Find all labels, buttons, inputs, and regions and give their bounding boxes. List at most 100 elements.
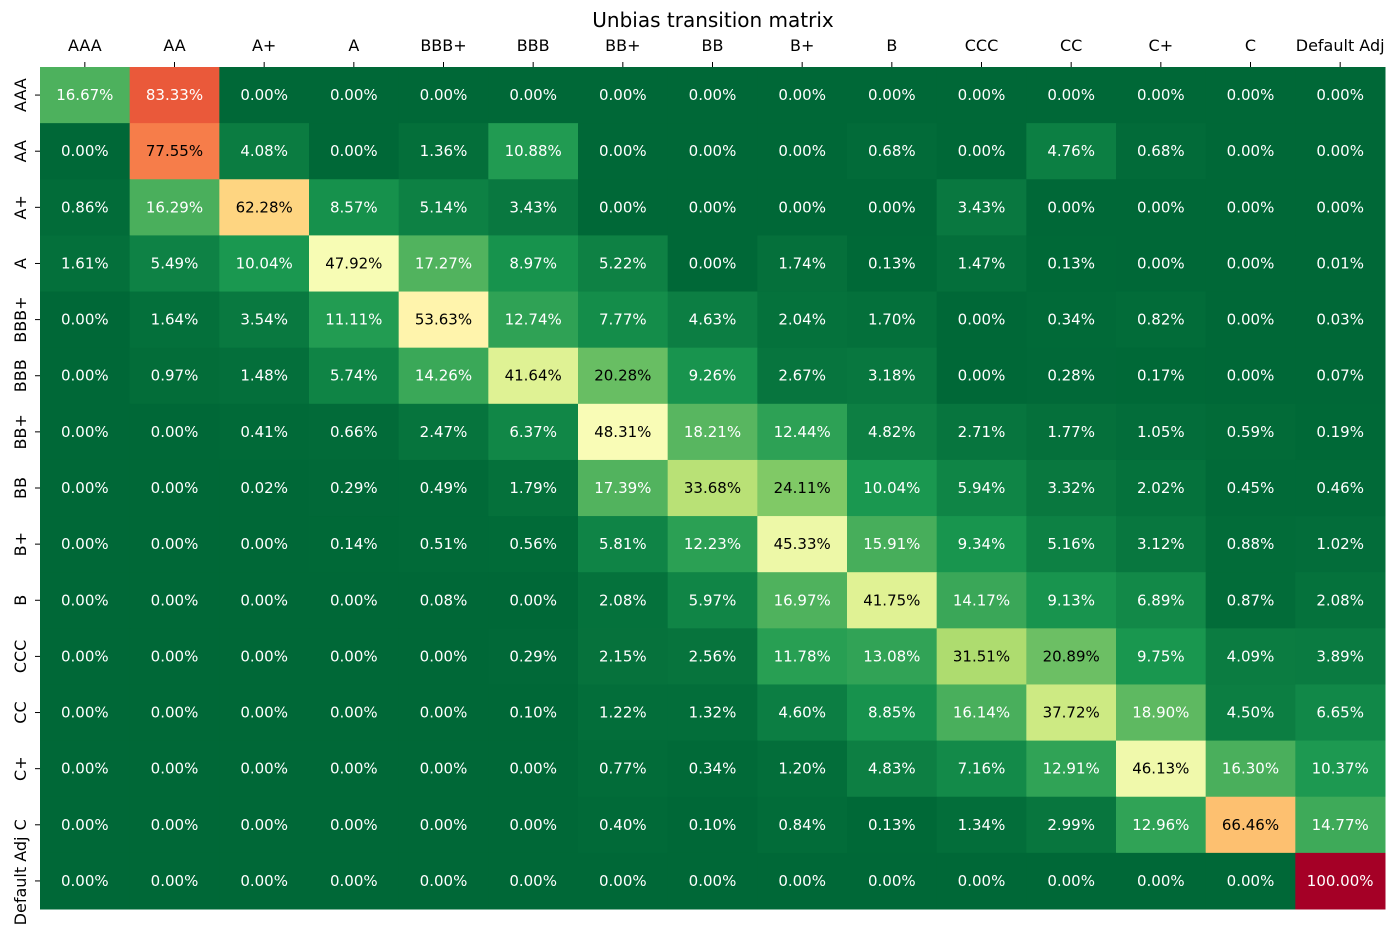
cell-value-label-12-10: 7.16%: [958, 760, 1006, 778]
cell-value-label-9-4: 0.08%: [420, 591, 468, 609]
cell-value-label-4-7: 4.63%: [689, 311, 737, 329]
heatmap-cell-13-8: [757, 796, 848, 854]
heatmap-cell-13-6: [578, 796, 669, 854]
cell-value-label-10-13: 4.09%: [1227, 647, 1275, 665]
cell-value-label-13-6: 0.40%: [599, 816, 647, 834]
heatmap-cell-14-4: [398, 852, 489, 910]
y-tick-label-6: BB+: [11, 414, 30, 449]
cell-value-label-6-5: 6.37%: [509, 423, 557, 441]
cell-value-label-6-12: 1.05%: [1137, 423, 1185, 441]
heatmap-cell-0-13: [1205, 67, 1296, 124]
heatmap-cell-0-10: [936, 67, 1027, 124]
cell-value-label-0-8: 0.00%: [778, 86, 826, 104]
cell-value-label-11-2: 0.00%: [240, 704, 288, 722]
cell-value-label-7-12: 2.02%: [1137, 479, 1185, 497]
cell-value-label-5-13: 0.00%: [1227, 367, 1275, 385]
heatmap-cell-5-13: [1205, 347, 1296, 405]
cell-value-label-4-9: 1.70%: [868, 311, 916, 329]
cell-value-label-11-11: 37.72%: [1043, 704, 1100, 722]
cell-value-label-4-4: 53.63%: [415, 311, 472, 329]
x-tick-label-9: B: [886, 36, 897, 55]
y-tick-label-14: Default Adj: [11, 837, 30, 926]
y-tick-label-0: AAA: [11, 78, 30, 112]
x-tick-label-1: AA: [163, 36, 185, 55]
heatmap-cell-3-9: [847, 235, 938, 293]
cell-value-label-3-14: 0.01%: [1316, 254, 1364, 272]
heatmap-cell-12-9: [847, 740, 938, 798]
y-tick-label-5: BBB: [11, 359, 30, 392]
cell-value-label-14-4: 0.00%: [420, 872, 468, 890]
cell-value-label-1-9: 0.68%: [868, 142, 916, 160]
cell-value-label-14-3: 0.00%: [330, 872, 378, 890]
cell-value-label-3-0: 1.61%: [61, 254, 109, 272]
heatmap-cell-13-2: [219, 796, 310, 854]
heatmap-cell-1-5: [488, 123, 579, 180]
cell-value-label-4-5: 12.74%: [505, 311, 562, 329]
cell-value-label-9-5: 0.00%: [509, 591, 557, 609]
heatmap-cell-13-1: [129, 796, 220, 854]
heatmap-cell-10-10: [936, 628, 1027, 685]
x-tick-label-13: C: [1245, 36, 1256, 55]
heatmap-cell-6-0: [40, 403, 131, 461]
cell-value-label-9-9: 41.75%: [863, 591, 920, 609]
heatmap-cell-2-8: [757, 179, 848, 236]
cell-value-label-13-10: 1.34%: [958, 816, 1006, 834]
x-tick-label-10: CCC: [965, 36, 999, 55]
cell-value-label-7-1: 0.00%: [151, 479, 199, 497]
heatmap-cell-10-8: [757, 628, 848, 685]
cell-value-label-4-11: 0.34%: [1047, 311, 1095, 329]
cell-value-label-1-10: 0.00%: [958, 142, 1006, 160]
heatmap-cell-14-8: [757, 852, 848, 910]
heatmap-cell-13-5: [488, 796, 579, 854]
cell-value-label-8-2: 0.00%: [240, 535, 288, 553]
cell-value-label-3-10: 1.47%: [958, 254, 1006, 272]
cell-value-label-7-14: 0.46%: [1316, 479, 1364, 497]
heatmap-cell-7-10: [936, 459, 1027, 517]
heatmap-cell-6-2: [219, 403, 310, 461]
cell-value-label-9-1: 0.00%: [151, 591, 199, 609]
y-tick-label-11: CC: [11, 701, 30, 723]
cell-value-label-4-14: 0.03%: [1316, 311, 1364, 329]
cell-value-label-1-7: 0.00%: [689, 142, 737, 160]
cell-value-label-6-10: 2.71%: [958, 423, 1006, 441]
heatmap-cell-7-2: [219, 459, 310, 517]
cell-value-label-3-7: 0.00%: [689, 254, 737, 272]
heatmap-cell-9-4: [398, 572, 489, 629]
cell-value-label-5-5: 41.64%: [505, 367, 562, 385]
heatmap-cell-0-5: [488, 67, 579, 124]
heatmap-cell-4-9: [847, 291, 938, 349]
heatmap-cell-0-8: [757, 67, 848, 124]
heatmap-cell-2-14: [1295, 179, 1386, 236]
cell-value-label-10-10: 31.51%: [953, 647, 1010, 665]
heatmap-cell-4-11: [1026, 291, 1117, 349]
cell-value-label-11-3: 0.00%: [330, 704, 378, 722]
cell-value-label-6-9: 4.82%: [868, 423, 916, 441]
cell-value-label-9-7: 5.97%: [689, 591, 737, 609]
cell-value-label-3-4: 17.27%: [415, 254, 472, 272]
heatmap-cell-8-6: [578, 516, 669, 573]
heatmap-cell-1-4: [398, 123, 489, 180]
heatmap-cell-8-0: [40, 516, 131, 573]
x-tick-label-12: C+: [1149, 36, 1174, 55]
cell-value-label-0-13: 0.00%: [1227, 86, 1275, 104]
cell-value-label-4-6: 7.77%: [599, 311, 647, 329]
cell-value-label-7-5: 1.79%: [509, 479, 557, 497]
heatmap-cell-11-4: [398, 684, 489, 742]
cell-value-label-14-14: 100.00%: [1307, 872, 1374, 890]
cell-value-label-6-6: 48.31%: [594, 423, 651, 441]
heatmap-cell-10-6: [578, 628, 669, 685]
cell-value-label-6-14: 0.19%: [1316, 423, 1364, 441]
cell-value-label-14-7: 0.00%: [689, 872, 737, 890]
heatmap-cell-12-6: [578, 740, 669, 798]
cell-value-label-10-8: 11.78%: [774, 647, 831, 665]
heatmap-cell-5-4: [398, 347, 489, 405]
cell-value-label-13-7: 0.10%: [689, 816, 737, 834]
chart-title: Unbias transition matrix: [592, 8, 834, 32]
heatmap-cells: 16.67% 83.33% 0.00% 0.00% 0.00% 0.00% 0.00% 0.0…: [40, 67, 1386, 910]
x-tick-label-14: Default Adj: [1296, 36, 1385, 55]
heatmap-cell-4-2: [219, 291, 310, 349]
heatmap-cell-1-11: [1026, 123, 1117, 180]
heatmap-cell-2-5: [488, 179, 579, 236]
